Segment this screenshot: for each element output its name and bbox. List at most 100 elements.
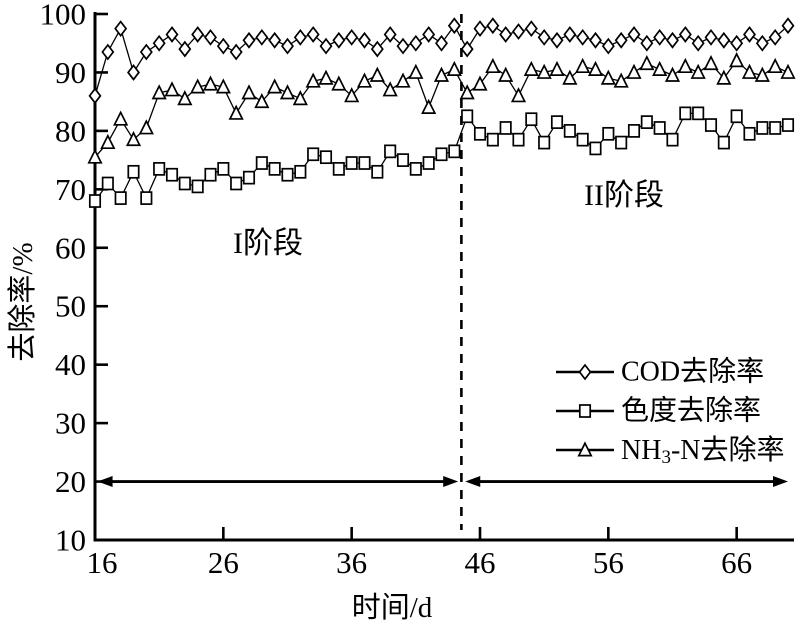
- diamond-marker: [435, 34, 448, 52]
- square-marker: [191, 179, 204, 194]
- triangle-marker: [292, 90, 308, 106]
- square-marker: [127, 164, 140, 179]
- x-tick-label: 46: [465, 545, 496, 580]
- square-marker: [319, 150, 333, 165]
- triangle-marker: [215, 78, 231, 94]
- square-marker: [140, 191, 153, 205]
- triangle-marker: [652, 60, 668, 76]
- square-marker: [165, 167, 179, 182]
- series-cod: [88, 17, 795, 105]
- square-marker: [653, 121, 666, 135]
- square-marker: [230, 176, 243, 191]
- y-tick-label: 20: [55, 464, 86, 499]
- diamond-marker: [345, 28, 359, 46]
- arrow-head-left: [97, 476, 113, 488]
- square-marker: [499, 121, 512, 135]
- square-marker: [396, 153, 410, 167]
- square-marker: [358, 156, 371, 170]
- diamond-marker: [563, 26, 577, 43]
- square-marker: [781, 118, 795, 132]
- diamond-marker: [216, 37, 230, 55]
- square-marker: [538, 135, 551, 150]
- diamond-marker: [768, 28, 782, 46]
- triangle-marker: [125, 130, 142, 147]
- square-marker: [640, 115, 653, 129]
- triangle-marker: [369, 66, 385, 82]
- legend-item-cod: COD去除率: [556, 356, 764, 388]
- diamond-marker: [743, 26, 756, 43]
- diamond-marker: [704, 28, 718, 46]
- triangle-marker: [305, 72, 321, 88]
- triangle-marker: [664, 66, 681, 82]
- triangle-marker: [433, 66, 450, 82]
- square-marker: [409, 162, 422, 176]
- square-marker: [461, 109, 474, 124]
- triangle-marker: [408, 63, 424, 79]
- diamond-marker: [678, 26, 692, 43]
- diamond-marker: [473, 20, 487, 38]
- triangle-marker: [562, 69, 578, 85]
- triangle-marker: [459, 84, 475, 100]
- diamond-marker: [152, 34, 166, 52]
- square-marker: [679, 106, 692, 121]
- triangle-marker: [446, 60, 462, 76]
- diamond-marker: [139, 43, 153, 61]
- diamond-marker: [601, 37, 615, 55]
- phase-1-extent-arrow: [97, 476, 459, 488]
- square-marker: [294, 164, 307, 179]
- triangle-marker: [690, 63, 706, 79]
- triangle-marker: [716, 69, 732, 85]
- diamond-marker: [422, 26, 436, 43]
- diamond-marker: [589, 31, 602, 49]
- diamond-marker: [640, 34, 654, 52]
- triangle-marker: [780, 63, 796, 79]
- square-marker: [307, 147, 320, 162]
- square-marker: [769, 121, 782, 135]
- square-marker: [473, 126, 487, 141]
- y-axis-ticks: 10 20 30 40 50 60 70 80 90 100: [40, 0, 108, 558]
- square-marker: [576, 132, 589, 147]
- square-marker: [255, 156, 268, 170]
- triangle-marker: [177, 90, 193, 106]
- x-tick-label: 56: [593, 545, 624, 580]
- square-marker: [88, 194, 102, 208]
- triangle-marker: [151, 84, 167, 100]
- diamond-marker: [204, 28, 217, 46]
- legend-item-nh3n: NH3-N去除率: [556, 434, 785, 468]
- diamond-marker: [627, 26, 641, 43]
- diamond-marker: [755, 34, 769, 52]
- y-tick-label: 40: [55, 347, 86, 382]
- diamond-marker: [730, 34, 744, 52]
- diamond-marker: [101, 43, 115, 61]
- y-tick-label: 90: [55, 55, 86, 90]
- square-marker: [345, 156, 358, 170]
- square-marker: [384, 144, 397, 159]
- square-marker: [242, 170, 256, 185]
- diamond-marker: [268, 31, 282, 49]
- diamond-marker: [578, 363, 592, 381]
- triangle-marker: [600, 69, 616, 85]
- diamond-marker: [576, 28, 590, 46]
- square-marker: [743, 126, 756, 141]
- triangle-marker: [100, 133, 116, 150]
- triangle-marker: [729, 52, 745, 68]
- triangle-marker: [228, 104, 244, 120]
- diamond-marker: [614, 31, 628, 49]
- triangle-marker: [703, 54, 719, 71]
- legend-label: NH3-N去除率: [621, 434, 785, 468]
- diamond-marker: [396, 37, 410, 55]
- arrow-head-right: [773, 476, 788, 488]
- diamond-marker: [165, 26, 179, 43]
- diamond-marker: [358, 31, 371, 49]
- triangle-marker: [279, 84, 296, 100]
- x-axis-ticks: 16 26 36 46 56 66: [87, 527, 752, 580]
- square-marker: [692, 106, 705, 121]
- phase-2-label: II阶段: [584, 179, 664, 212]
- square-marker: [627, 124, 641, 138]
- diamond-marker: [319, 37, 333, 55]
- triangle-marker: [344, 87, 360, 103]
- triangle-marker: [318, 69, 334, 85]
- phase-2-extent-arrow: [465, 476, 788, 488]
